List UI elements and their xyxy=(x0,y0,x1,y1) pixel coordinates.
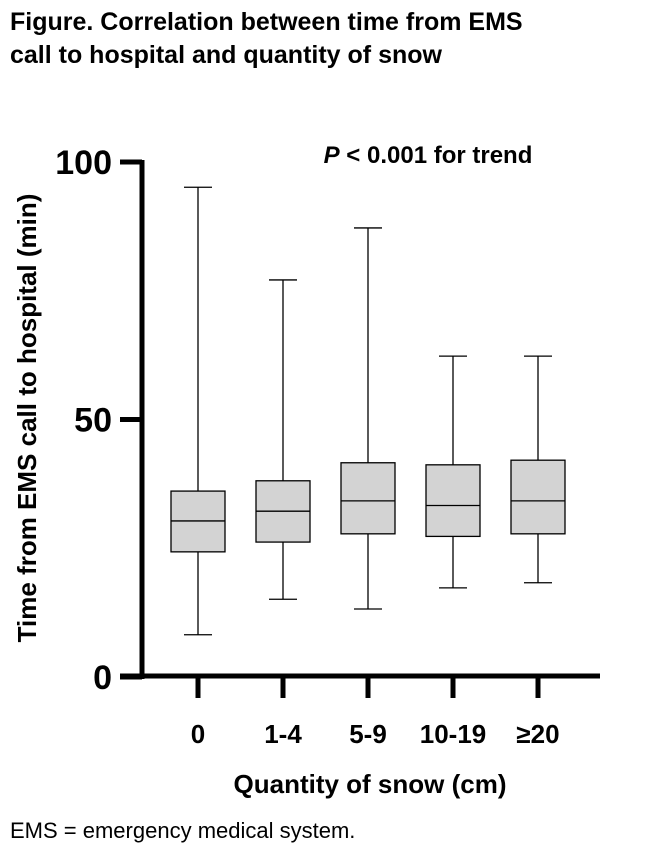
box-5-9 xyxy=(340,227,396,610)
figure-title-line1: Figure. Correlation between time from EM… xyxy=(10,8,523,36)
x-tick-label: 0 xyxy=(191,719,205,749)
iqr-box xyxy=(425,464,481,538)
figure-title: Figure. Correlation between time from EM… xyxy=(10,6,523,72)
x-tick-label: 10-19 xyxy=(420,719,487,749)
y-axis-label: Time from EMS call to hospital (min) xyxy=(12,194,42,643)
x-axis-label: Quantity of snow (cm) xyxy=(234,769,507,799)
box-≥20 xyxy=(510,355,566,584)
figure-title-line2: call to hospital and quantity of snow xyxy=(10,41,442,69)
footnote: EMS = emergency medical system. xyxy=(10,818,356,843)
p-value-text: < 0.001 for trend xyxy=(340,142,533,169)
iqr-box xyxy=(340,462,396,535)
x-tick-label: 1-4 xyxy=(264,719,302,749)
box-0 xyxy=(170,186,226,636)
box-1-4 xyxy=(255,279,311,600)
p-symbol: P xyxy=(324,142,341,169)
y-tick-label: 100 xyxy=(55,144,112,182)
x-tick-label: ≥20 xyxy=(516,719,559,749)
box-10-19 xyxy=(425,355,481,589)
iqr-box xyxy=(510,459,566,535)
y-tick-label: 50 xyxy=(74,402,112,440)
p-value-annotation: P < 0.001 for trend xyxy=(324,142,533,169)
y-tick-label: 0 xyxy=(93,659,112,697)
x-tick-label: 5-9 xyxy=(349,719,387,749)
